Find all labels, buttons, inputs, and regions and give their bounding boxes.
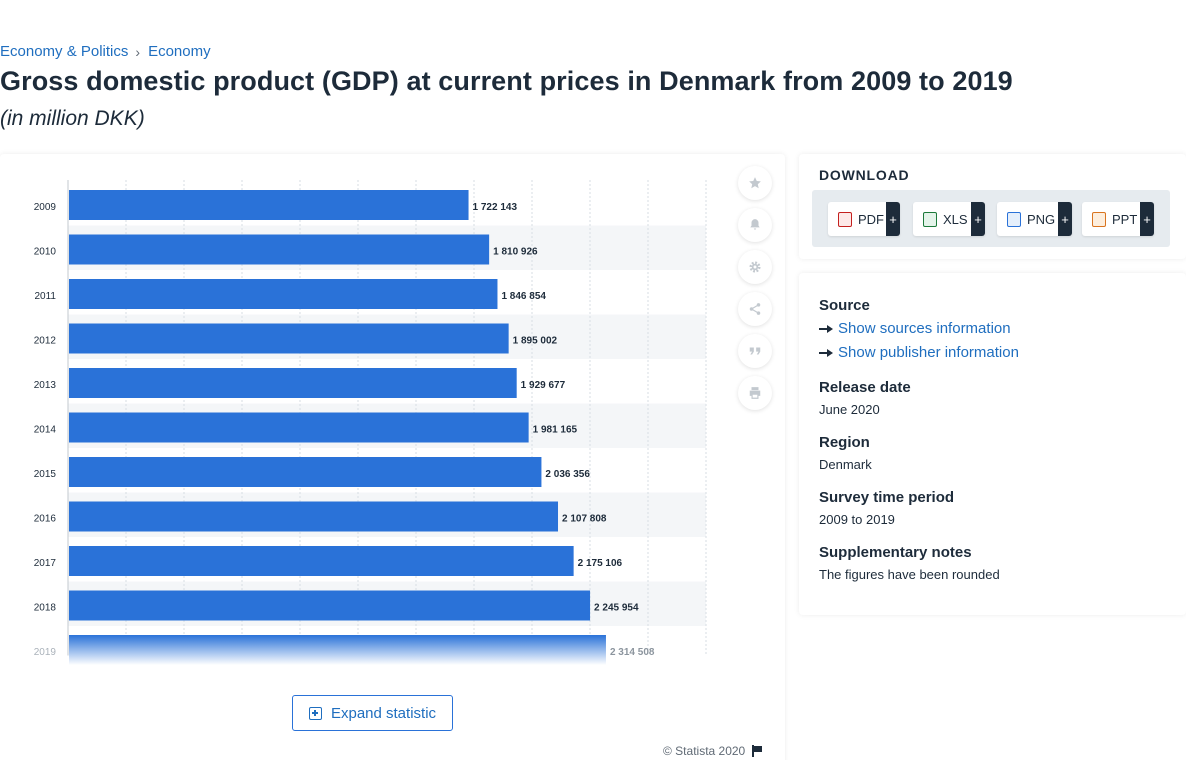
page-subtitle: (in million DKK)	[0, 107, 145, 130]
category-label: 2016	[34, 514, 57, 525]
download-panel: DOWNLOAD PDF + XLS + PNG + PPT +	[799, 154, 1186, 259]
category-label: 2017	[34, 558, 57, 569]
category-label: 2015	[34, 469, 57, 480]
bar-2019	[69, 635, 606, 665]
notification-button[interactable]	[738, 208, 772, 242]
download-png-plus[interactable]: +	[1058, 202, 1072, 236]
print-button[interactable]	[738, 376, 772, 410]
value-label: 1 895 002	[513, 336, 558, 347]
category-label: 2012	[34, 336, 57, 347]
arrow-right-icon	[819, 324, 833, 334]
show-publisher-label: Show publisher information	[838, 344, 1019, 361]
value-label: 1 810 926	[493, 247, 538, 258]
breadcrumb: Economy & Politics › Economy	[0, 43, 211, 60]
expand-statistic-label: Expand statistic	[330, 704, 437, 722]
pdf-file-icon	[838, 211, 852, 227]
value-label: 2 107 808	[562, 514, 607, 525]
download-pdf-label: PDF	[858, 211, 884, 227]
settings-button[interactable]	[738, 250, 772, 284]
copyright-text[interactable]: © Statista 2020	[663, 744, 746, 758]
release-date-heading: Release date	[819, 379, 911, 396]
bar-2013	[69, 368, 517, 398]
category-label: 2014	[34, 425, 57, 436]
value-label: 1 981 165	[533, 425, 578, 436]
value-label: 2 175 106	[578, 558, 623, 569]
show-publisher-link[interactable]: Show publisher information	[819, 344, 1019, 361]
region-heading: Region	[819, 434, 870, 451]
survey-period-value: 2009 to 2019	[819, 512, 895, 527]
show-sources-label: Show sources information	[838, 320, 1011, 337]
gear-icon	[749, 261, 761, 273]
source-heading: Source	[819, 297, 870, 314]
bar-2010	[69, 234, 490, 265]
bar-2009	[69, 190, 469, 220]
value-label: 2 036 356	[545, 469, 590, 480]
breadcrumb-separator: ›	[135, 43, 141, 60]
value-label: 1 722 143	[473, 202, 518, 213]
ppt-file-icon	[1092, 211, 1106, 227]
download-xls-button[interactable]: XLS +	[913, 202, 985, 236]
chart-fade	[0, 665, 730, 674]
bar-2016	[69, 501, 559, 532]
supplementary-notes-heading: Supplementary notes	[819, 544, 972, 561]
chart-toolbar	[738, 166, 772, 418]
bar-2015	[69, 457, 542, 487]
arrow-right-icon	[819, 348, 833, 358]
cite-button[interactable]	[738, 334, 772, 368]
bar-chart: 2009 1 722 143 2010 1 810 926 2011 1 846 854 2…	[0, 180, 730, 674]
show-sources-link[interactable]: Show sources information	[819, 320, 1011, 337]
xls-file-icon	[923, 211, 937, 227]
category-label: 2019	[34, 647, 57, 658]
expand-statistic-button[interactable]: Expand statistic	[292, 695, 453, 731]
download-ppt-button[interactable]: PPT +	[1082, 202, 1154, 236]
category-label: 2009	[34, 202, 57, 213]
bar-2017	[69, 546, 574, 576]
share-button[interactable]	[738, 292, 772, 326]
chart-card: 2009 1 722 143 2010 1 810 926 2011 1 846 854 2…	[0, 154, 785, 760]
flag-icon[interactable]	[751, 745, 762, 757]
bar-2014	[69, 412, 529, 443]
share-icon	[749, 303, 761, 315]
category-label: 2013	[34, 380, 57, 391]
expand-icon	[308, 706, 322, 720]
favorite-button[interactable]	[738, 166, 772, 200]
supplementary-notes-value: The figures have been rounded	[819, 567, 1000, 582]
category-label: 2018	[34, 603, 57, 614]
print-icon	[749, 387, 761, 399]
release-date-value: June 2020	[819, 402, 880, 417]
download-xls-label: XLS	[943, 211, 968, 227]
breadcrumb-economy[interactable]: Economy	[148, 43, 211, 60]
bar-2012	[69, 323, 509, 354]
download-pdf-plus[interactable]: +	[886, 202, 900, 236]
value-label: 1 846 854	[501, 291, 546, 302]
bar-2011	[69, 279, 498, 309]
survey-period-heading: Survey time period	[819, 489, 955, 506]
copyright: © Statista 2020	[663, 744, 762, 758]
quote-icon	[749, 347, 761, 355]
region-value: Denmark	[819, 457, 872, 472]
page-title: Gross domestic product (GDP) at current …	[0, 66, 1013, 96]
download-buttons: PDF + XLS + PNG + PPT +	[812, 190, 1170, 247]
breadcrumb-economy-politics[interactable]: Economy & Politics	[0, 43, 129, 60]
value-label: 2 314 508	[610, 647, 655, 658]
download-png-button[interactable]: PNG +	[997, 202, 1072, 236]
category-label: 2010	[34, 247, 57, 258]
download-ppt-label: PPT	[1112, 211, 1138, 227]
download-ppt-plus[interactable]: +	[1140, 202, 1154, 236]
category-label: 2011	[34, 291, 56, 302]
bar-2018	[69, 590, 591, 621]
download-title: DOWNLOAD	[819, 167, 910, 183]
value-label: 2 245 954	[594, 603, 639, 614]
statistic-info-panel: Source Show sources information Show pub…	[799, 273, 1186, 615]
download-xls-plus[interactable]: +	[971, 202, 985, 236]
download-pdf-button[interactable]: PDF +	[828, 202, 900, 236]
download-png-label: PNG	[1027, 211, 1056, 227]
png-file-icon	[1007, 211, 1021, 227]
value-label: 1 929 677	[521, 380, 566, 391]
bell-icon	[750, 219, 760, 230]
star-icon	[749, 177, 761, 189]
